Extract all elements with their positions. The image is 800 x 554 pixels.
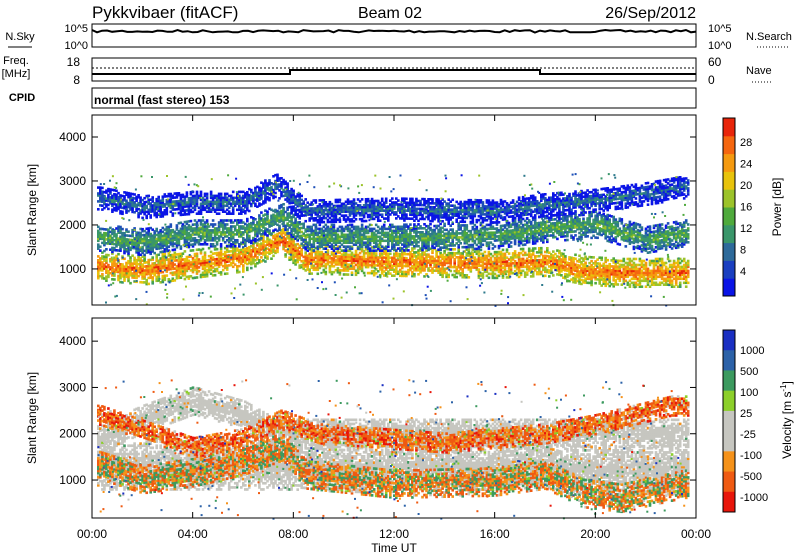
power-cell [242,264,245,267]
power-cell [174,279,177,282]
cpid-label: CPID [9,92,35,104]
power-cell [164,253,167,256]
power-cell [226,272,229,275]
freq-left-tick-top: 18 [67,55,81,69]
power-cell [453,248,456,251]
power-cell [151,256,154,259]
nsky-right-tick-bottom: 10^0 [708,40,732,52]
power-cell [347,273,350,276]
power-cell [184,278,187,281]
power-cell [375,252,378,255]
power-cell [216,248,219,251]
power-cell [310,272,313,275]
power-cell [166,274,169,277]
freq-label: Freq. [3,55,29,67]
power-cell [101,273,104,276]
nsky-left-tick-bottom: 10^0 [64,40,88,52]
power-cell [250,267,253,270]
freq-unit: [MHz] [2,68,31,80]
power-cell [192,249,195,252]
power-cell [220,271,223,274]
power-cell [198,266,201,269]
power-cell [351,271,354,274]
power-cell [478,268,481,271]
nsky-panel: N.Sky 10^5 10^0 10^5 10^0 N.Search [5,23,792,52]
power-cell [260,256,263,259]
power-cell [198,270,201,273]
power-cell [196,253,199,256]
power-cell [264,260,267,263]
freq-right-tick-bottom: 0 [708,73,715,87]
power-cell [180,276,183,279]
power-cell [214,274,217,277]
power-cell [162,271,165,274]
freq-panel: Freq. [MHz] 18 8 60 0 Nave [2,55,772,87]
power-cell [182,252,185,255]
nsky-left-tick-top: 10^5 [64,23,88,35]
freq-trace [92,70,696,74]
power-cell [270,257,273,260]
power-cell [145,279,148,282]
power-cell [196,276,199,279]
power-cell [107,264,110,267]
nsearch-label: N.Search [746,31,792,43]
power-cell [447,274,450,277]
power-cell [113,278,116,281]
power-cell [514,250,517,253]
power-cell [317,273,320,276]
power-cell [325,271,328,274]
power-cell [506,248,509,251]
power-cell [147,283,150,286]
freq-left-tick-bottom: 8 [73,73,80,87]
power-cell [204,251,207,254]
power-cell [117,253,120,256]
power-cell [468,248,471,251]
cpid-panel: CPID normal (fast stereo) 153 [9,88,696,108]
power-cell [133,257,136,260]
power-cell [222,269,225,272]
power-cell [232,266,235,269]
power-cell [284,253,287,256]
power-cell [413,273,416,276]
power-cell [389,253,392,256]
power-cell [157,254,160,257]
power-cell [238,265,241,268]
freq-right-tick-top: 60 [708,55,722,69]
power-cell [220,247,223,250]
power-cell [468,276,471,279]
power-cell [121,263,124,266]
beam-title: Beam 02 [358,5,422,22]
station-title: Pykkvibaer (fitACF) [92,3,238,22]
power-cell [502,249,505,252]
nave-label: Nave [746,65,772,77]
power-cell [488,277,491,280]
figure: Pykkvibaer (fitACF) Beam 02 26/Sep/2012 … [0,0,800,554]
power-cell [246,267,249,270]
power-cell [256,256,259,259]
nsky-right-tick-top: 10^5 [708,23,732,35]
nsky-trace [92,30,696,33]
nsky-label: N.Sky [5,31,35,43]
power-cell [508,252,511,255]
power-cell [272,255,275,258]
power-cell [131,254,134,257]
power-cell [522,248,525,251]
date-title: 26/Sep/2012 [605,5,696,22]
power-cell [238,271,241,274]
power-cell [484,251,487,254]
power-cell [184,250,187,253]
power-cell [216,268,219,271]
power-cell [151,276,154,279]
power-cell [129,282,132,285]
cpid-value: normal (fast stereo) 153 [94,93,230,107]
power-cell [455,276,458,279]
power-cell [107,254,110,257]
power-cell [363,272,366,275]
